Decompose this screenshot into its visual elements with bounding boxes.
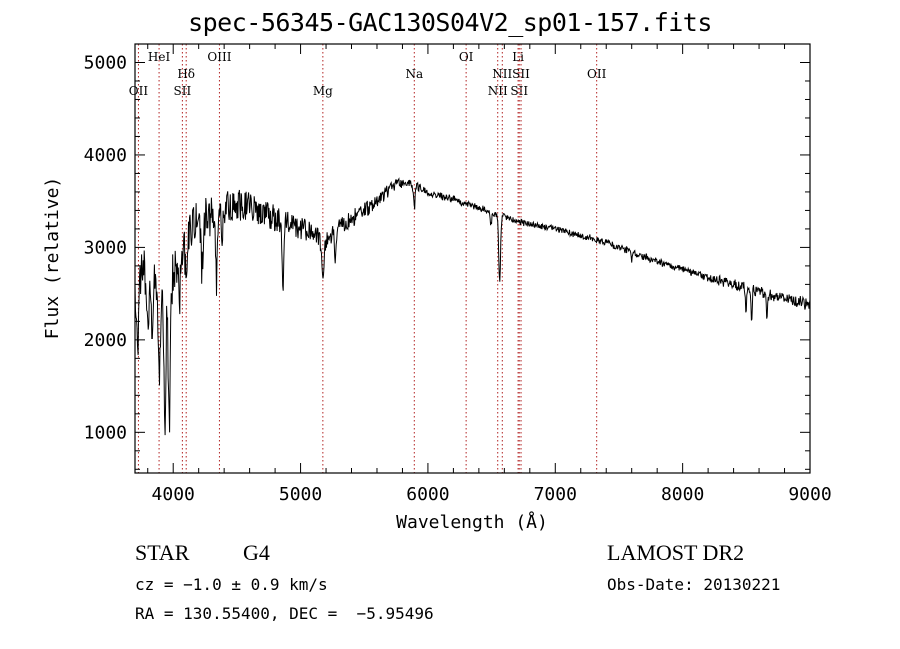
x-tick-label: 4000 xyxy=(152,484,195,505)
chart-title: spec-56345-GAC130S04V2_sp01-157.fits xyxy=(188,8,712,37)
y-tick-label: 4000 xyxy=(84,145,127,166)
y-tick-label: 1000 xyxy=(84,422,127,443)
spectrum-line xyxy=(134,177,811,436)
coordinates-text: RA = 130.55400, DEC = −5.95496 xyxy=(135,604,434,623)
line-marker-label: Na xyxy=(405,67,423,81)
line-marker-label: Mg xyxy=(313,84,333,98)
line-marker-label: NII xyxy=(492,67,512,81)
line-marker-label: Li xyxy=(512,50,524,64)
survey-name: LAMOST DR2 xyxy=(607,540,745,565)
line-marker-label: SII xyxy=(510,84,528,98)
x-tick-label: 8000 xyxy=(661,484,704,505)
x-tick-label: 5000 xyxy=(279,484,322,505)
x-axis-label: Wavelength (Å) xyxy=(396,511,548,533)
subclass: G4 xyxy=(243,540,270,565)
line-marker-label: NII xyxy=(488,84,508,98)
x-tick-label: 9000 xyxy=(788,484,831,505)
line-marker-label: OII xyxy=(587,67,607,81)
line-marker-label: OII xyxy=(129,84,149,98)
line-marker-label: SII xyxy=(512,67,530,81)
obs-date-text: Obs-Date: 20130221 xyxy=(607,575,781,594)
y-tick-label: 2000 xyxy=(84,330,127,351)
line-marker-label: Hδ xyxy=(177,67,195,81)
line-marker-label: HeI xyxy=(148,50,171,64)
line-marker-label: SII xyxy=(174,84,192,98)
y-tick-label: 3000 xyxy=(84,237,127,258)
object-class: STAR xyxy=(135,540,190,565)
y-axis-label: Flux (relative) xyxy=(42,177,63,340)
line-marker-label: OIII xyxy=(207,50,231,64)
x-tick-label: 7000 xyxy=(534,484,577,505)
x-tick-label: 6000 xyxy=(406,484,449,505)
y-tick-label: 5000 xyxy=(84,52,127,73)
line-marker-label: OI xyxy=(459,50,474,64)
redshift-text: cz = −1.0 ± 0.9 km/s xyxy=(135,575,328,594)
plot-frame xyxy=(134,43,811,474)
axis-ticks: 4000 5000 6000 7000 8000 9000 1000 2000 3000 4000… xyxy=(84,44,832,505)
